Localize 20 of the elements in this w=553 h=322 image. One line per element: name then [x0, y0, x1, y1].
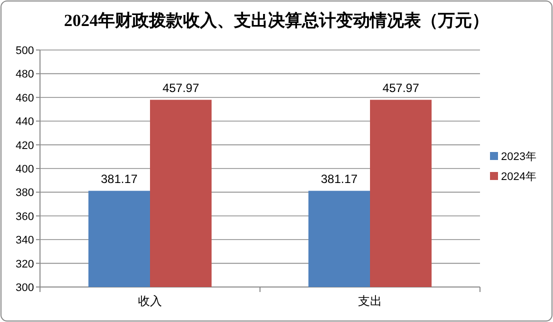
x-tick-label: 支出: [358, 294, 382, 308]
data-label: 381.17: [320, 172, 358, 186]
y-tick-label: 480: [16, 68, 34, 81]
y-tick-label: 400: [16, 164, 34, 176]
y-tick-label: 300: [16, 282, 34, 294]
chart-title: 2024年财政拨款收入、支出决算总计变动情况表（万元）: [64, 11, 489, 30]
y-tick-label: 420: [16, 140, 34, 152]
y-tick-label: 320: [16, 258, 34, 270]
x-tick-label: 收入: [138, 294, 162, 308]
y-tick-label: 340: [16, 234, 34, 247]
legend-label: 2023年: [501, 151, 536, 163]
y-tick-label: 500: [16, 45, 34, 57]
data-label: 381.17: [100, 172, 138, 186]
y-tick-label: 360: [16, 210, 34, 223]
data-label: 457.97: [382, 80, 420, 95]
y-tick-label: 440: [16, 116, 34, 128]
data-label: 457.97: [162, 80, 200, 95]
legend-label: 2024年: [501, 171, 536, 183]
y-tick-label: 380: [16, 187, 34, 200]
y-tick-label: 460: [16, 92, 34, 104]
